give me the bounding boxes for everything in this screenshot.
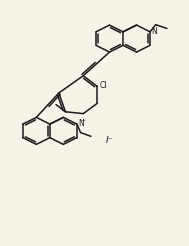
Text: Cl: Cl — [100, 81, 107, 90]
Text: N: N — [78, 119, 84, 128]
Text: N: N — [151, 27, 157, 36]
Text: I⁻: I⁻ — [106, 136, 113, 145]
Text: +: + — [81, 118, 86, 123]
